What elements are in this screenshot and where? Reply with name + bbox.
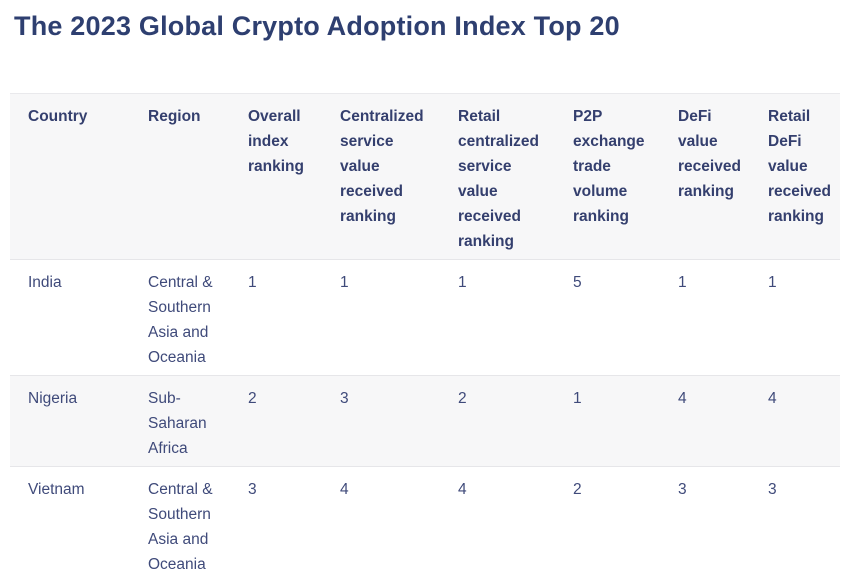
cell-centralized-service-ranking: 4 [340, 481, 349, 498]
cell-region-text: Central & Southern Asia and Oceania [148, 481, 213, 573]
cell-retail-centralized-ranking: 4 [458, 481, 467, 498]
table-row: India Central & Southern Asia and Oceani… [10, 259, 840, 376]
cell-region-text: Central & Southern Asia and Oceania [148, 274, 213, 366]
page: The 2023 Global Crypto Adoption Index To… [0, 8, 850, 573]
cell-p2p-ranking: 2 [573, 481, 582, 498]
cell-country: India [28, 274, 62, 291]
cell-overall-index-ranking: 1 [248, 274, 257, 291]
column-header-label: Retail DeFi value received ranking [768, 108, 831, 225]
header-row: Country Region Overall index ranking Cen… [10, 93, 840, 260]
cell-region: Central & Southern Asia and Oceania [130, 260, 230, 376]
cell-retail-centralized-ranking: 2 [458, 390, 467, 407]
table-row: Nigeria Sub-Saharan Africa 2 3 2 1 4 4 [10, 375, 840, 467]
column-header-retail-defi-value: Retail DeFi value received ranking [750, 94, 840, 260]
cell-retail-centralized-ranking: 1 [458, 274, 467, 291]
column-header-label: DeFi value received ranking [678, 108, 741, 200]
cell-overall-index-ranking: 3 [248, 481, 257, 498]
cell-p2p-ranking: 1 [573, 390, 582, 407]
column-header-label: Retail centralized service value receive… [458, 108, 539, 250]
column-header-defi-value: DeFi value received ranking [660, 94, 750, 260]
table-body: India Central & Southern Asia and Oceani… [10, 259, 840, 573]
page-title: The 2023 Global Crypto Adoption Index To… [14, 11, 620, 41]
column-header-label: Region [148, 108, 201, 125]
crypto-adoption-table: Country Region Overall index ranking Cen… [10, 93, 840, 573]
cell-retail-defi-ranking: 1 [768, 274, 777, 291]
cell-overall-index-ranking: 2 [248, 390, 257, 407]
column-header-label: P2P exchange trade volume ranking [573, 108, 645, 225]
column-header-region: Region [130, 94, 230, 260]
cell-region: Central & Southern Asia and Oceania [130, 467, 230, 573]
cell-defi-ranking: 1 [678, 274, 687, 291]
column-header-label: Centralized service value received ranki… [340, 108, 424, 225]
cell-country: Vietnam [28, 481, 85, 498]
column-header-label: Country [28, 108, 88, 125]
cell-defi-ranking: 4 [678, 390, 687, 407]
column-header-label: Overall index ranking [248, 108, 304, 175]
cell-centralized-service-ranking: 3 [340, 390, 349, 407]
column-header-retail-centralized-service-value: Retail centralized service value receive… [440, 94, 555, 260]
cell-region-text: Sub-Saharan Africa [148, 390, 207, 457]
cell-region: Sub-Saharan Africa [130, 376, 230, 467]
column-header-overall-index-ranking: Overall index ranking [230, 94, 322, 260]
column-header-centralized-service-value: Centralized service value received ranki… [322, 94, 440, 260]
column-header-p2p-exchange-volume: P2P exchange trade volume ranking [555, 94, 660, 260]
cell-country: Nigeria [28, 390, 78, 407]
table-header: Country Region Overall index ranking Cen… [10, 93, 840, 260]
cell-p2p-ranking: 5 [573, 274, 582, 291]
cell-retail-defi-ranking: 4 [768, 390, 777, 407]
cell-retail-defi-ranking: 3 [768, 481, 777, 498]
table-row: Vietnam Central & Southern Asia and Ocea… [10, 466, 840, 573]
column-header-country: Country [10, 94, 130, 260]
cell-centralized-service-ranking: 1 [340, 274, 349, 291]
cell-defi-ranking: 3 [678, 481, 687, 498]
